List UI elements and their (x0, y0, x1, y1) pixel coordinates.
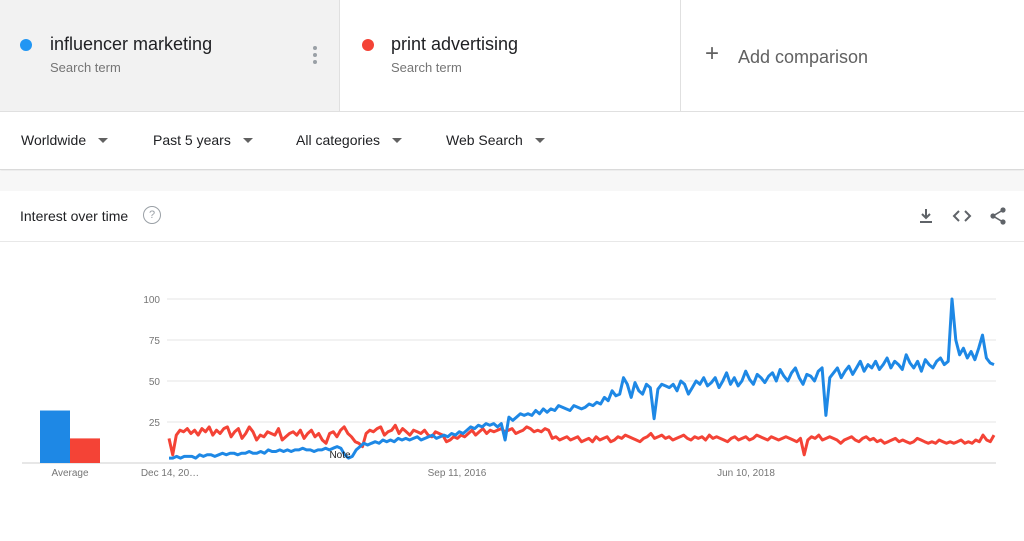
average-bars (40, 410, 100, 463)
search-type-dropdown[interactable]: Web Search (446, 132, 545, 148)
term-card-print-advertising[interactable]: print advertising Search term (340, 0, 681, 111)
term-name: print advertising (391, 34, 519, 54)
term-subtitle: Search term (391, 60, 462, 75)
search-terms-bar: influencer marketing Search term print a… (0, 0, 1024, 112)
category-dropdown[interactable]: All categories (296, 132, 403, 148)
x-tick-label: Dec 14, 20… (141, 468, 199, 479)
series-color-dot (20, 39, 32, 51)
x-tick-label: Sep 11, 2016 (428, 468, 487, 479)
add-comparison-label: Add comparison (738, 47, 869, 67)
section-divider (0, 171, 1024, 191)
time-range-dropdown[interactable]: Past 5 years (153, 132, 253, 148)
help-icon[interactable]: ? (143, 206, 161, 224)
average-bar (40, 410, 70, 463)
region-dropdown[interactable]: Worldwide (21, 132, 109, 148)
more-options-icon[interactable] (313, 46, 317, 67)
dropdown-arrow-icon (534, 137, 545, 143)
series-color-dot (362, 39, 374, 51)
dropdown-arrow-icon (392, 137, 403, 143)
y-tick-label: 50 (149, 377, 161, 388)
term-subtitle: Search term (50, 60, 121, 75)
category-label: All categories (296, 132, 381, 148)
card-header: Interest over time ? (0, 191, 1024, 242)
x-tick-label: Jun 10, 2018 (717, 468, 775, 479)
filters-bar: Worldwide Past 5 years All categories We… (0, 112, 1024, 170)
chart-grid (22, 298, 996, 464)
region-label: Worldwide (21, 132, 87, 148)
chart-lines (167, 297, 996, 460)
dropdown-arrow-icon (242, 137, 253, 143)
term-card-influencer-marketing[interactable]: influencer marketing Search term (0, 0, 340, 111)
chart-labels: 100 75 50 25 Average Dec 14, 20… Sep 11, 2016 J… (51, 295, 775, 479)
download-icon[interactable] (916, 206, 936, 226)
term-name: influencer marketing (50, 34, 213, 54)
time-range-label: Past 5 years (153, 132, 231, 148)
share-icon[interactable] (988, 206, 1008, 226)
average-bar (70, 438, 100, 463)
dropdown-arrow-icon (98, 137, 109, 143)
y-tick-label: 75 (149, 336, 161, 347)
average-label: Average (51, 468, 89, 479)
interest-chart: 100 75 50 25 Average Dec 14, 20… Sep 11, 2016 J… (22, 295, 996, 479)
interest-over-time-card: Interest over time ? 100 75 50 25 Average Dec… (0, 191, 1024, 541)
series-line[interactable] (167, 423, 996, 457)
card-title: Interest over time (20, 208, 129, 224)
y-tick-label: 100 (143, 295, 160, 306)
series-line[interactable] (169, 297, 995, 460)
embed-icon[interactable] (952, 206, 972, 226)
chart-note[interactable]: Note (329, 450, 351, 461)
add-comparison-button[interactable]: + Add comparison (681, 0, 1024, 111)
plus-icon: + (705, 40, 720, 67)
y-tick-label: 25 (149, 418, 161, 429)
search-type-label: Web Search (446, 132, 523, 148)
